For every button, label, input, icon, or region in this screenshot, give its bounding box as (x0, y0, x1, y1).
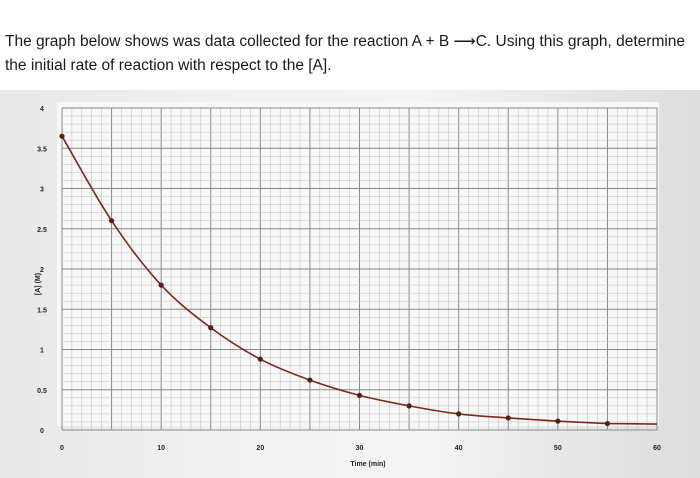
data-point (604, 420, 611, 427)
grid-lines (61, 107, 658, 431)
question-line-2: the initial rate of reaction with respec… (5, 57, 332, 74)
data-point (456, 411, 462, 417)
y-tick-label: 3 (40, 187, 44, 194)
series-line (61, 135, 658, 425)
y-tick-label: 0.5 (37, 388, 47, 395)
decay-chart: 00.511.522.533.54 0 10 20 30 40 50 60 [A] (M) … (35, 102, 661, 468)
data-point (257, 356, 263, 362)
x-tick-labels: 0 10 20 30 40 50 60 (60, 445, 661, 452)
data-point (555, 418, 561, 424)
y-tick-label: 1 (40, 348, 44, 355)
y-tick-labels: 0 0.5 1 1.5 2 2.5 3 3.5 4 (37, 106, 47, 435)
series-group (59, 133, 658, 427)
plot-area (57, 102, 659, 426)
y-tick-label: 0 (40, 428, 44, 435)
x-tick-label: 40 (455, 445, 463, 452)
data-point (307, 377, 313, 383)
y-tick-label: 1.5 (37, 307, 47, 314)
x-tick-label: 30 (356, 445, 364, 452)
y-tick-label: 2.5 (37, 227, 47, 234)
graph-photo: 0 0.5 1 1.5 2 2.5 3 3.5 4 0 10 20 30 40 50 60 [A] (M) … (0, 90, 700, 478)
data-point (356, 392, 363, 398)
x-tick-label: 10 (157, 445, 165, 452)
x-axis-label: Time (min) (350, 461, 385, 468)
y-tick-label: 2 (40, 267, 44, 274)
x-tick-label: 50 (554, 445, 562, 452)
x-tick-label: 20 (256, 445, 264, 452)
data-point (158, 282, 164, 288)
y-axis-label: [A] (M) (35, 273, 42, 295)
x-tick-label: 0 (60, 445, 64, 452)
y-tick-label: 3.5 (37, 146, 47, 153)
data-point (59, 133, 65, 139)
data-point (505, 415, 511, 421)
x-tick-label: 60 (653, 445, 661, 452)
data-point (208, 325, 214, 331)
question-line-1: The graph below shows was data collected… (5, 33, 686, 50)
data-point (406, 403, 412, 409)
question-text: The graph below shows was data collected… (5, 30, 695, 78)
y-tick-label: 4 (40, 106, 44, 113)
data-point (108, 218, 115, 224)
